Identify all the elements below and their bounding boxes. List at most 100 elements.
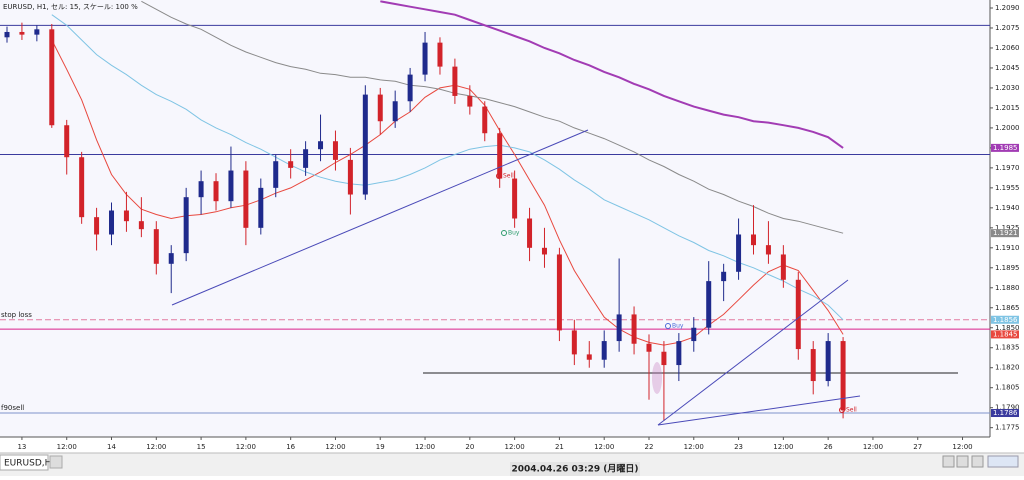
y-tick-label: 1.2015 <box>995 104 1020 112</box>
candle-body <box>751 234 756 246</box>
trade-marker <box>501 230 507 236</box>
candle-body <box>123 210 129 222</box>
candle-body <box>795 279 801 350</box>
time-box <box>510 462 640 476</box>
trend-line <box>657 279 849 426</box>
x-tick-label: 16 <box>286 443 295 451</box>
chart-title: EURUSD, H1, セル: 15, スケール: 100 % <box>3 3 138 11</box>
candle-body <box>392 101 398 122</box>
candle-body <box>467 95 473 107</box>
x-tick-label: 13 <box>17 443 26 451</box>
x-tick-label: 15 <box>197 443 206 451</box>
chart-tab-label: EURUSD,H1 <box>4 459 57 469</box>
x-tick-label: 20 <box>465 443 474 451</box>
candle-body <box>661 351 667 366</box>
scroll-end[interactable] <box>971 455 984 468</box>
trade-label: Buy <box>672 323 684 330</box>
candle-body <box>138 221 144 230</box>
candle-body <box>631 314 637 344</box>
candle-body <box>765 245 771 255</box>
level-label: stop loss <box>1 311 32 319</box>
candle-body <box>34 29 40 35</box>
x-tick-label: 12:00 <box>325 443 345 451</box>
candle-body <box>79 157 85 218</box>
candle-body <box>541 247 547 255</box>
x-tick-label: 12:00 <box>952 443 972 451</box>
trend-line <box>171 129 589 306</box>
y-tick-label: 1.1970 <box>995 164 1020 172</box>
x-tick-label: 12:00 <box>146 443 166 451</box>
y-tick-label: 1.1775 <box>995 424 1020 432</box>
candle-body <box>721 271 727 282</box>
candle-body <box>497 133 503 179</box>
x-tick-label: 12:00 <box>236 443 256 451</box>
y-tick-label: 1.2000 <box>995 124 1020 132</box>
scroll-left[interactable] <box>942 455 955 468</box>
candle-body <box>691 327 697 342</box>
candle-body <box>780 254 786 280</box>
candle-body <box>452 66 458 96</box>
trade-marker <box>496 173 502 179</box>
scroll-right[interactable] <box>956 455 969 468</box>
candle-body <box>49 29 55 126</box>
x-tick-label: 12:00 <box>415 443 435 451</box>
y-tick-label: 1.1910 <box>995 244 1020 252</box>
x-tick-label: 23 <box>734 443 743 451</box>
y-tick-label: 1.1895 <box>995 264 1020 272</box>
y-tick-label: 1.2090 <box>995 4 1020 12</box>
x-tick-label: 14 <box>107 443 116 451</box>
candle-body <box>840 341 846 411</box>
price-box-label: 1.1856 <box>993 316 1018 324</box>
chart-tab[interactable] <box>0 454 49 471</box>
price-box <box>991 330 1019 339</box>
y-tick-label: 1.1790 <box>995 404 1020 412</box>
price-box <box>991 229 1019 238</box>
y-tick-label: 1.2060 <box>995 44 1020 52</box>
x-tick-label: 21 <box>555 443 564 451</box>
trade-label: Buy <box>508 230 520 237</box>
tab-button[interactable] <box>49 455 63 469</box>
y-tick-label: 1.1835 <box>995 344 1020 352</box>
candle-body <box>377 94 383 122</box>
y-tick-label: 1.1940 <box>995 204 1020 212</box>
trade-marker <box>665 323 671 329</box>
trend-line <box>657 395 861 426</box>
y-tick-label: 1.1955 <box>995 184 1020 192</box>
price-box-label: 1.1985 <box>993 144 1018 152</box>
candle-body <box>109 210 115 235</box>
candle-body <box>288 161 294 168</box>
price-axis-background <box>990 0 1024 453</box>
x-tick-label: 19 <box>376 443 385 451</box>
moving-average <box>141 0 844 234</box>
candle-body <box>19 31 25 35</box>
candle-body <box>422 42 428 75</box>
x-tick-label: 12:00 <box>684 443 704 451</box>
candle-body <box>198 181 204 198</box>
trend-lines <box>171 129 861 426</box>
x-tick-label: 26 <box>824 443 833 451</box>
y-tick-label: 1.2030 <box>995 84 1020 92</box>
plot <box>0 0 990 422</box>
candle-body <box>183 197 189 254</box>
price-box-label: 1.1786 <box>993 409 1018 417</box>
candle-body <box>676 341 682 366</box>
y-tick-label: 1.2075 <box>995 24 1020 32</box>
candle-body <box>347 159 353 195</box>
price-box <box>991 143 1019 152</box>
candle-body <box>437 42 443 67</box>
candle-body <box>168 253 174 264</box>
moving-average <box>380 0 844 149</box>
candle-body <box>303 149 309 168</box>
price-box <box>991 315 1019 324</box>
zoom-button[interactable] <box>987 455 1019 468</box>
status-time: 2004.04.26 03:29 (月曜日) <box>511 464 638 475</box>
y-tick-label: 1.1805 <box>995 384 1020 392</box>
candle-body <box>571 330 577 355</box>
y-tick-label: 1.1820 <box>995 364 1020 372</box>
candle-body <box>527 218 533 248</box>
x-tick-label: 12:00 <box>505 443 525 451</box>
trade-label: Sell <box>503 173 514 180</box>
x-tick-label: 22 <box>645 443 654 451</box>
x-tick-label: 12:00 <box>773 443 793 451</box>
